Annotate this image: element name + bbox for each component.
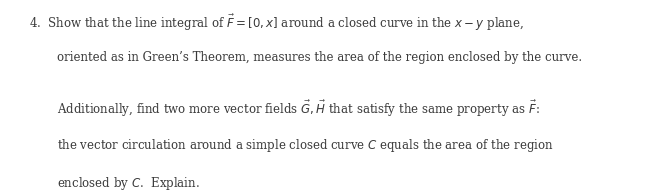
- Text: 4.  Show that the line integral of $\vec{F} = [0, x]$ around a closed curve in t: 4. Show that the line integral of $\vec{…: [29, 13, 525, 33]
- Text: oriented as in Green’s Theorem, measures the area of the region enclosed by the : oriented as in Green’s Theorem, measures…: [57, 51, 583, 64]
- Text: enclosed by $C$.  Explain.: enclosed by $C$. Explain.: [57, 175, 201, 190]
- Text: the vector circulation around a simple closed curve $C$ equals the area of the r: the vector circulation around a simple c…: [57, 137, 554, 154]
- Text: Additionally, find two more vector fields $\vec{G}, \vec{H}$ that satisfy the sa: Additionally, find two more vector field…: [57, 99, 540, 119]
